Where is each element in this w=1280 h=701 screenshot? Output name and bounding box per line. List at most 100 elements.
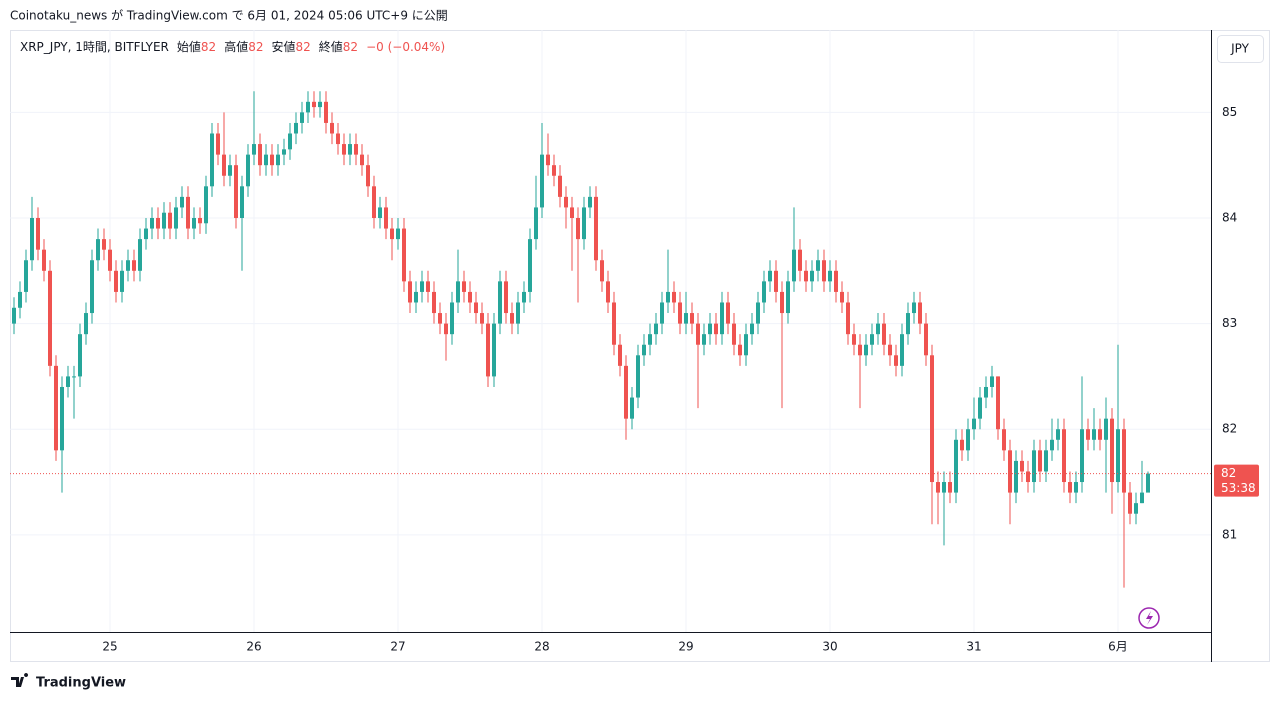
candle-body xyxy=(732,323,736,345)
candle-body xyxy=(930,355,934,483)
legend: XRP_JPY, 1時間, BITFLYER 始値82 高値82 安値82 終値82 −0… xyxy=(20,39,445,54)
legend-item: 82 xyxy=(296,40,311,54)
candle-body xyxy=(672,291,676,303)
candle-body xyxy=(726,302,730,324)
candle-body xyxy=(300,112,304,123)
candle-body xyxy=(1092,429,1096,440)
alert-icon[interactable] xyxy=(1138,607,1160,629)
currency-button[interactable] xyxy=(1217,35,1264,63)
currency[interactable]: JPY xyxy=(1230,42,1250,56)
candle-body xyxy=(768,270,772,282)
candle-body xyxy=(798,249,802,271)
candle-body xyxy=(1032,450,1036,483)
candle-body xyxy=(30,217,34,261)
candle-body xyxy=(270,154,274,166)
candle-body xyxy=(432,291,436,314)
candle-body xyxy=(18,291,22,308)
candle-body xyxy=(78,334,82,377)
candle-body xyxy=(606,281,610,303)
candle-body xyxy=(498,281,502,324)
candle-body xyxy=(846,302,850,335)
countdown: 53:38 xyxy=(1221,481,1256,495)
candle-body xyxy=(54,365,58,451)
legend-item: XRP_JPY, 1時間, BITFLYER xyxy=(20,40,169,54)
candle-body xyxy=(234,165,238,218)
candle-body xyxy=(42,249,46,271)
candle-body xyxy=(870,334,874,345)
candle-body xyxy=(1080,429,1084,483)
candle-body xyxy=(84,313,88,335)
legend-text: XRP_JPY, 1時間, BITFLYER 始値82 高値82 安値82 終値82 −0… xyxy=(20,39,445,54)
candle-body xyxy=(156,217,160,229)
price-label-box xyxy=(1214,464,1259,497)
y-tick-label: 83 xyxy=(1222,316,1237,330)
candle-body xyxy=(24,260,28,292)
candle-body xyxy=(534,207,538,240)
candle-body xyxy=(60,386,64,451)
candle-body xyxy=(180,196,184,208)
candle-body xyxy=(444,323,448,335)
candle-body xyxy=(372,186,376,218)
candle-body xyxy=(258,144,262,166)
candle-body xyxy=(1116,429,1120,483)
candle-body xyxy=(684,313,688,324)
candle-body xyxy=(990,376,994,387)
candle-body xyxy=(486,323,490,377)
price-label: 82 xyxy=(1221,466,1236,480)
candle-body xyxy=(408,281,412,303)
candle-body xyxy=(882,323,886,345)
candle-body xyxy=(72,376,76,378)
candle-body xyxy=(420,281,424,292)
candle-body xyxy=(1104,418,1108,440)
candle-body xyxy=(762,281,766,303)
candle-body xyxy=(336,133,340,145)
candle-body xyxy=(1014,460,1018,493)
candle-body xyxy=(306,101,310,113)
candle-body xyxy=(540,154,544,208)
candle-body xyxy=(624,365,628,419)
candle-body xyxy=(426,281,430,292)
candle-body xyxy=(1050,439,1054,451)
candle-body xyxy=(810,270,814,282)
candle-body xyxy=(474,302,478,314)
candle-body xyxy=(666,291,670,303)
candle-body xyxy=(978,397,982,419)
candle-body xyxy=(276,154,280,166)
candle-body xyxy=(612,302,616,345)
candle-body xyxy=(384,207,388,229)
candle-body xyxy=(510,313,514,324)
candle-body xyxy=(186,196,190,229)
candle-body xyxy=(144,228,148,240)
candle-body xyxy=(264,154,268,166)
candle-body xyxy=(600,260,604,282)
candle-body xyxy=(636,355,640,398)
candle-body xyxy=(390,228,394,240)
candle-body xyxy=(774,270,778,292)
x-tick-label: 30 xyxy=(822,640,837,654)
candle-body xyxy=(816,260,820,271)
candle-body xyxy=(720,302,724,335)
candle-body xyxy=(480,313,484,324)
candle-body xyxy=(1146,473,1150,493)
candle-body xyxy=(126,260,130,271)
legend-item: 82 xyxy=(201,40,216,54)
candle-body xyxy=(660,302,664,324)
candle-body xyxy=(588,196,592,208)
candle-body xyxy=(786,281,790,314)
candle-body xyxy=(1062,429,1066,483)
candle-body xyxy=(1044,450,1048,472)
candle-body xyxy=(576,217,580,240)
candle-body xyxy=(1122,429,1126,493)
candle-body xyxy=(654,323,658,335)
candle-body xyxy=(564,196,568,208)
candle-body xyxy=(198,217,202,224)
candle-body xyxy=(864,344,868,356)
candle-body xyxy=(228,165,232,176)
candle-body xyxy=(504,281,508,314)
candle-body xyxy=(912,302,916,314)
candle-body xyxy=(174,207,178,229)
candle-body xyxy=(900,334,904,366)
candle-body xyxy=(996,376,1000,430)
candle-body xyxy=(918,302,922,324)
x-tick-label: 6月 xyxy=(1108,640,1128,654)
